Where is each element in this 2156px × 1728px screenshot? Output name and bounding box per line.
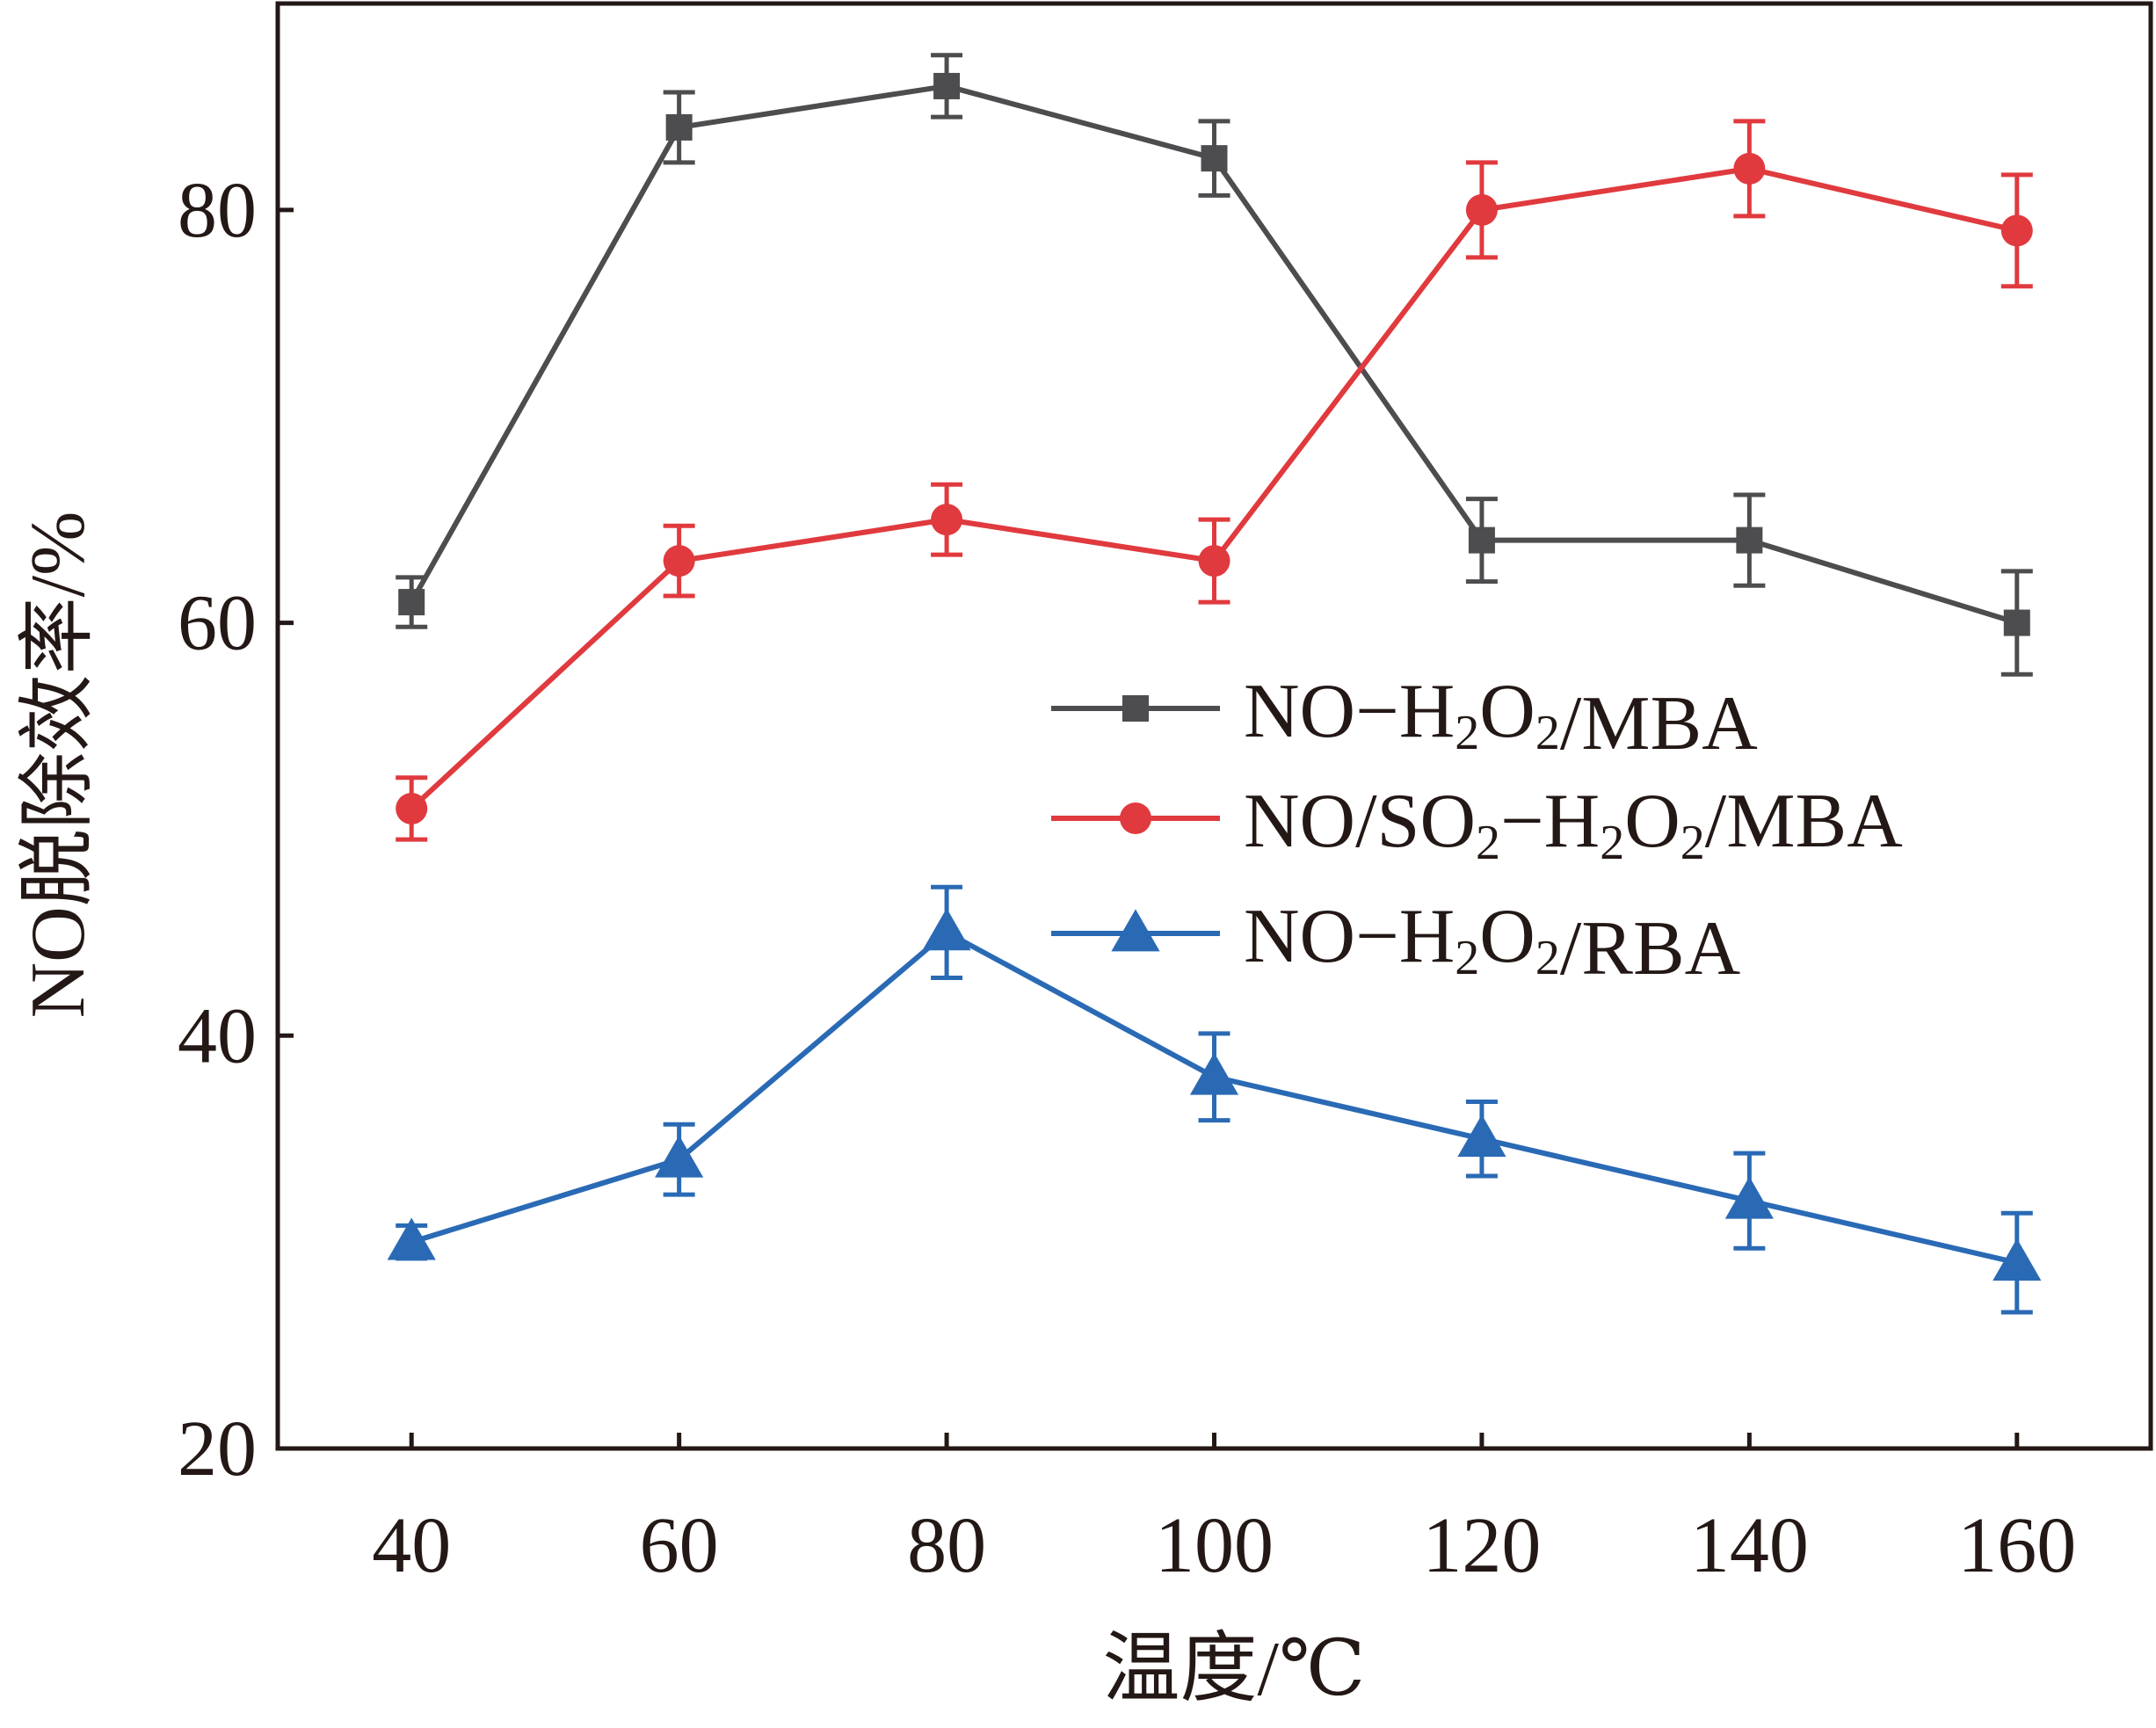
series-1 — [396, 119, 2033, 842]
series-2 — [387, 884, 2042, 1315]
data-point — [2003, 609, 2030, 636]
legend-marker — [1122, 695, 1149, 722]
legend-label-part: /MBA — [1560, 681, 1758, 766]
legend-label-part: NO−H — [1244, 894, 1455, 979]
legend-label-part: 2 — [1455, 706, 1479, 760]
legend-label-part: /RBA — [1560, 906, 1740, 991]
data-point — [1189, 1052, 1239, 1095]
data-point — [1993, 1238, 2042, 1281]
legend-label-part: NO−H — [1244, 669, 1455, 754]
data-point — [931, 504, 963, 536]
x-tick-label: 40 — [372, 1502, 451, 1589]
series-0 — [396, 53, 2033, 677]
legend-label-part: /MBA — [1705, 779, 1903, 864]
data-point — [1733, 152, 1766, 185]
data-point — [1468, 526, 1495, 554]
series-line — [410, 165, 2018, 811]
x-tick-label: 140 — [1690, 1502, 1809, 1589]
data-point — [1201, 145, 1228, 172]
data-point — [665, 113, 693, 141]
legend-entry-0: NO−H2O2/MBA — [1051, 669, 1758, 766]
data-point — [387, 1217, 436, 1260]
y-tick-label: 60 — [178, 580, 257, 667]
legend-label-part: O — [1479, 669, 1535, 754]
x-tick-label: 80 — [907, 1502, 986, 1589]
x-axis-title: 温度/℃ — [1103, 1627, 1366, 1712]
legend-label-part: 2 — [1476, 816, 1500, 870]
data-point — [663, 545, 695, 577]
x-tick-label: 160 — [1957, 1502, 2076, 1589]
data-point — [933, 72, 961, 99]
legend-label: NO−H2O2/RBA — [1244, 894, 1740, 991]
y-tick-label: 20 — [178, 1405, 257, 1492]
legend-entry-2: NO−H2O2/RBA — [1051, 894, 1740, 991]
legend-label-part: 2 — [1681, 816, 1705, 870]
data-point — [1457, 1114, 1506, 1158]
y-axis-title: NO脱除效率/% — [16, 512, 101, 1019]
plot-border — [275, 1, 2153, 1451]
legend-label-part: 2 — [1455, 931, 1479, 985]
x-tick-label: 120 — [1422, 1502, 1541, 1589]
legend-label: NO−H2O2/MBA — [1244, 669, 1758, 766]
legend-marker — [1111, 909, 1160, 952]
y-tick-label: 80 — [178, 167, 257, 254]
legend-entry-1: NO/SO2−H2O2/MBA — [1051, 779, 1903, 870]
legend-label: NO/SO2−H2O2/MBA — [1244, 779, 1903, 870]
legend-label-part: 2 — [1535, 706, 1560, 760]
y-axis-ticks: 20 40 60 80 — [178, 167, 294, 1492]
legend-label-part: O — [1479, 894, 1535, 979]
legend-label-part: NO/SO — [1244, 779, 1476, 864]
legend-label-part: O — [1624, 779, 1681, 864]
legend-label-part: 2 — [1600, 816, 1624, 870]
legend-label-part: −H — [1500, 779, 1600, 864]
data-point — [922, 908, 971, 951]
data-point — [398, 589, 425, 616]
data-point — [655, 1135, 704, 1178]
y-tick-label: 40 — [178, 992, 257, 1079]
plot-frame — [275, 1, 2153, 1451]
x-tick-label: 100 — [1155, 1502, 1274, 1589]
legend-label-part: 2 — [1535, 931, 1560, 985]
data-point — [1736, 526, 1763, 554]
data-point — [396, 792, 428, 824]
data-point — [2000, 214, 2033, 247]
data-point — [1724, 1176, 1774, 1219]
data-point — [1198, 545, 1230, 577]
data-point — [1465, 193, 1498, 226]
x-tick-label: 60 — [640, 1502, 719, 1589]
legend-marker — [1120, 802, 1151, 834]
series-layer — [387, 53, 2042, 1315]
x-axis-ticks: 40 60 80 100 120 140 160 — [372, 1433, 2076, 1589]
